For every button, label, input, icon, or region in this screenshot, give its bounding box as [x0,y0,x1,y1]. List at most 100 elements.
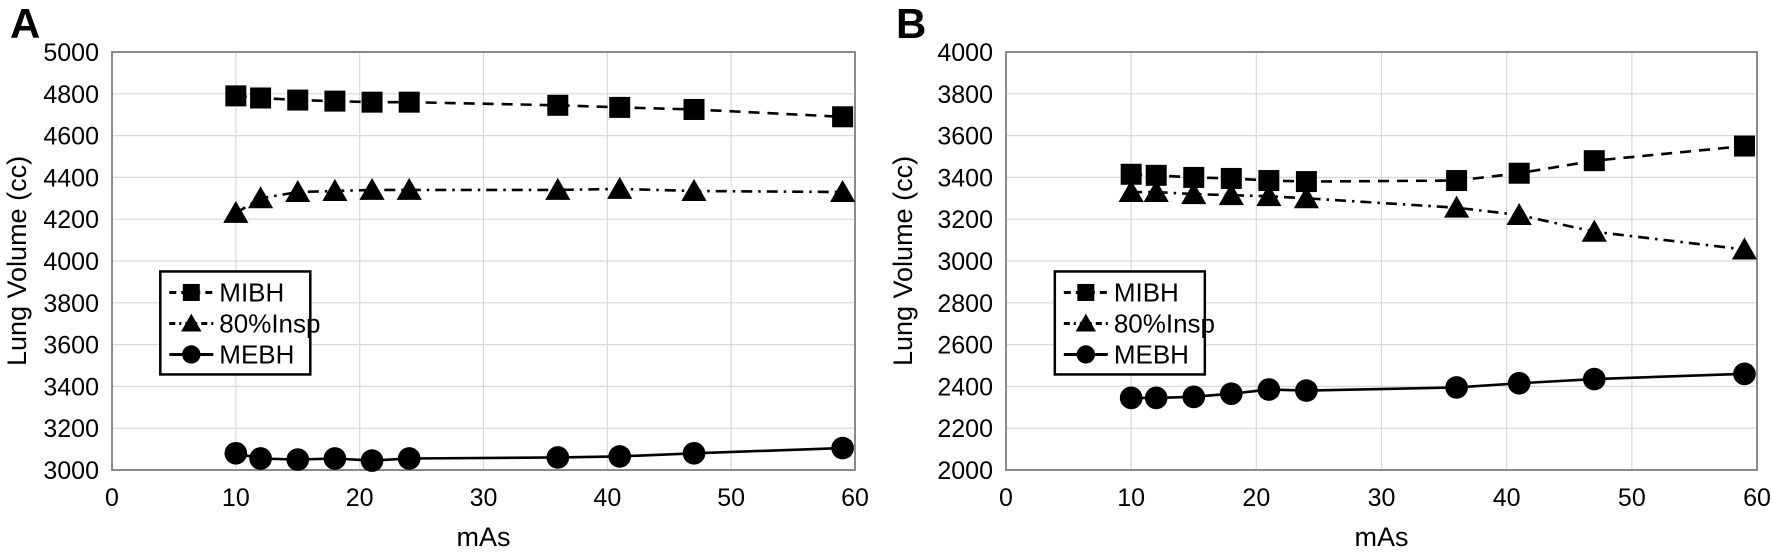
data-point-80%Insp [223,200,249,223]
x-tick-label: 40 [593,484,621,512]
data-point-MIBH [1295,171,1317,193]
data-point-80%Insp [545,177,571,200]
y-tick-label: 4400 [43,164,99,192]
data-point-80%Insp [396,177,422,200]
legend-marker-circle [1076,345,1095,364]
y-tick-label: 3400 [43,373,99,401]
legend-label: MEBH [1114,339,1189,369]
data-point-MIBH [832,106,854,128]
data-point-MIBH [1183,166,1205,188]
x-axis-title: mAs [457,522,511,552]
series-line-80%Insp [235,187,843,215]
panel-label-a: A [10,0,41,47]
series-line-MEBH [1131,372,1745,400]
data-point-MEBH [831,436,854,460]
line-chart-b: 2000 2200 2400 2600 2800 3000 3200 3400 3600 3800… [888,39,1771,552]
data-point-MEBH [546,446,570,469]
data-point-MIBH [609,96,631,118]
chart-panel-a: A 3000 3200 3400 3600 3800 4000 4200 4400 4600 48… [2,0,869,552]
data-point-MIBH [398,91,420,113]
data-point-MEBH [286,448,310,471]
data-point-MEBH [1582,367,1606,391]
data-point-MIBH [225,85,247,107]
data-point-MEBH [1295,379,1318,402]
y-tick-label: 4000 [43,248,99,276]
chart-panel-b: B 2000 2200 2400 2600 2800 3000 3200 3400 3600 38… [886,0,1772,557]
data-point-MEBH [1144,386,1168,410]
data-point-80%Insp [1506,202,1532,225]
data-point-MIBH [1145,164,1167,186]
data-point-80%Insp [607,176,633,199]
y-tick-label: 2800 [937,290,993,318]
data-point-MIBH [1220,167,1242,189]
data-point-MIBH [1120,163,1142,185]
data-point-MEBH [608,445,632,468]
y-tick-label: 2000 [937,457,993,485]
y-tick-label: 4000 [937,39,993,67]
y-tick-label: 2200 [937,415,993,443]
data-point-80%Insp [248,186,274,209]
data-point-MEBH [323,447,347,470]
plot-border [111,51,856,471]
data-point-MIBH [250,87,272,109]
data-point-80%Insp [1293,186,1319,209]
x-tick-label: 10 [222,484,250,512]
x-tick-label: 40 [1493,484,1521,512]
data-point-MEBH [224,441,248,465]
y-tick-label: 4600 [43,123,99,151]
data-point-80%Insp [322,178,348,201]
series-line-MIBH [235,94,843,119]
y-tick-label: 3000 [937,248,993,276]
data-point-MIBH [1258,170,1280,192]
series-line-80%Insp [1131,190,1745,251]
data-point-MEBH [1257,378,1281,401]
data-point-MIBH [361,91,383,113]
y-tick-label: 3000 [43,457,99,485]
legend-marker-circle [182,345,201,364]
legend-marker-square [1077,283,1095,301]
legend-marker-triangle [181,313,202,332]
data-point-80%Insp [1256,184,1282,207]
legend-marker-square [182,283,200,301]
data-point-MIBH [1508,162,1530,184]
y-tick-label: 4800 [43,81,99,109]
x-tick-label: 20 [1242,484,1270,512]
line-chart-a: 3000 3200 3400 3600 3800 4000 4200 4400 4600 4800… [2,39,869,552]
data-point-MEBH [249,447,272,470]
data-point-80%Insp [1118,179,1144,203]
legend-label: MEBH [219,339,294,369]
data-point-MEBH [1182,385,1206,409]
data-point-MIBH [547,94,569,116]
legend-label: 80%Insp [1114,308,1215,338]
x-tick-label: 50 [717,484,745,512]
data-point-MEBH [360,449,384,472]
x-tick-label: 0 [999,484,1013,512]
y-tick-label: 2600 [937,332,993,360]
data-point-80%Insp [830,179,856,203]
y-tick-label: 3800 [937,81,993,109]
data-point-80%Insp [1731,237,1758,260]
legend-label: MIBH [1114,277,1179,307]
data-point-80%Insp [1581,219,1607,242]
panel-label-b: B [896,0,927,47]
y-axis-title: Lung Volume (cc) [888,156,918,366]
data-point-80%Insp [1143,179,1169,203]
x-tick-label: 30 [1368,484,1396,512]
y-tick-label: 3600 [43,332,99,360]
plot-border [1005,51,1758,471]
x-axis-title: mAs [1355,522,1409,552]
data-point-MIBH [324,90,346,112]
data-point-MIBH [1583,150,1605,172]
x-tick-label: 0 [105,484,119,512]
y-axis-title: Lung Volume (cc) [2,156,32,366]
data-point-MEBH [1219,382,1243,406]
legend-label: MIBH [219,277,284,307]
data-point-MEBH [1119,386,1143,410]
legend-marker-triangle [1075,313,1097,332]
y-tick-label: 3800 [43,290,99,318]
series-line-MIBH [1131,144,1745,183]
data-point-MIBH [1446,170,1468,192]
y-tick-label: 4200 [43,206,99,234]
y-tick-label: 3200 [43,415,99,443]
data-point-MEBH [682,441,706,465]
